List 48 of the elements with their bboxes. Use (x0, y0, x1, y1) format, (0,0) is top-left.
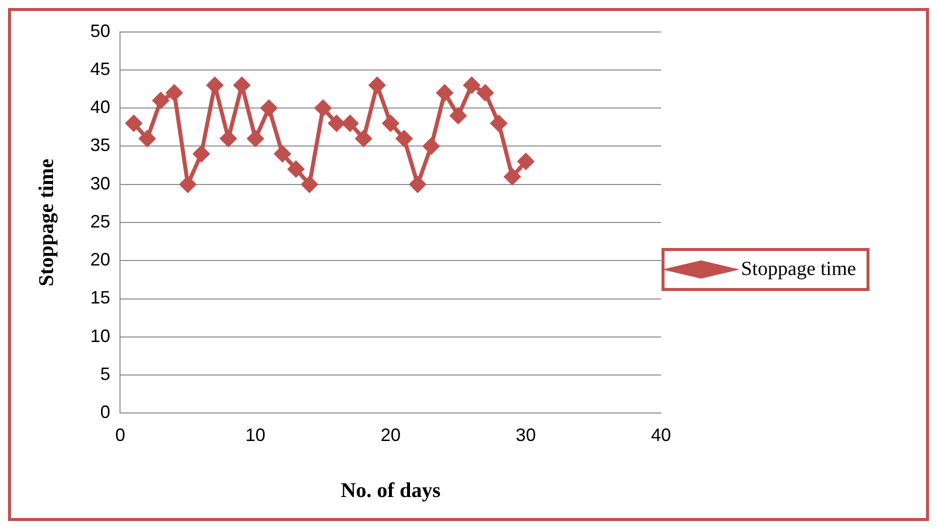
x-tick-label: 10 (245, 424, 266, 445)
x-tick-label: 20 (380, 424, 401, 445)
point (220, 130, 236, 147)
point (450, 108, 466, 124)
point (126, 115, 142, 132)
point (382, 115, 399, 132)
point (490, 115, 507, 132)
point (436, 84, 453, 101)
point (315, 100, 332, 116)
point (139, 130, 156, 147)
y-tick-label: 50 (90, 20, 110, 41)
point (464, 77, 480, 94)
point (518, 153, 534, 170)
y-axis-title: Stoppage time (34, 158, 58, 286)
point (193, 146, 210, 162)
y-tick-label: 10 (90, 326, 110, 346)
point (180, 176, 196, 192)
point (302, 176, 318, 192)
x-tick-label: 30 (516, 424, 536, 445)
y-tick-label: 30 (90, 173, 110, 194)
point (328, 115, 345, 132)
point (247, 130, 264, 147)
point (410, 176, 426, 192)
point (396, 130, 412, 147)
point (166, 84, 182, 101)
legend-label: Stoppage time (741, 258, 856, 280)
point (260, 100, 277, 116)
x-tick-label: 0 (115, 424, 126, 445)
point (423, 138, 440, 154)
point (477, 84, 494, 101)
y-tick-label: 45 (90, 58, 110, 79)
point (288, 161, 304, 178)
point (274, 146, 290, 162)
point (342, 115, 358, 132)
x-axis-title: No. of days (340, 478, 441, 502)
x-tick-label: 40 (651, 424, 672, 445)
y-tick-label: 40 (90, 97, 110, 118)
y-tick-label: 35 (90, 135, 110, 156)
y-tick-label: 0 (100, 402, 110, 422)
y-tick-label: 5 (100, 364, 110, 384)
point (356, 130, 372, 147)
y-tick-label: 20 (90, 250, 110, 270)
point (152, 92, 169, 108)
y-tick-label: 15 (90, 288, 110, 308)
y-tick-label: 25 (90, 211, 110, 232)
point (234, 77, 250, 94)
point (369, 77, 386, 94)
point (504, 168, 520, 185)
